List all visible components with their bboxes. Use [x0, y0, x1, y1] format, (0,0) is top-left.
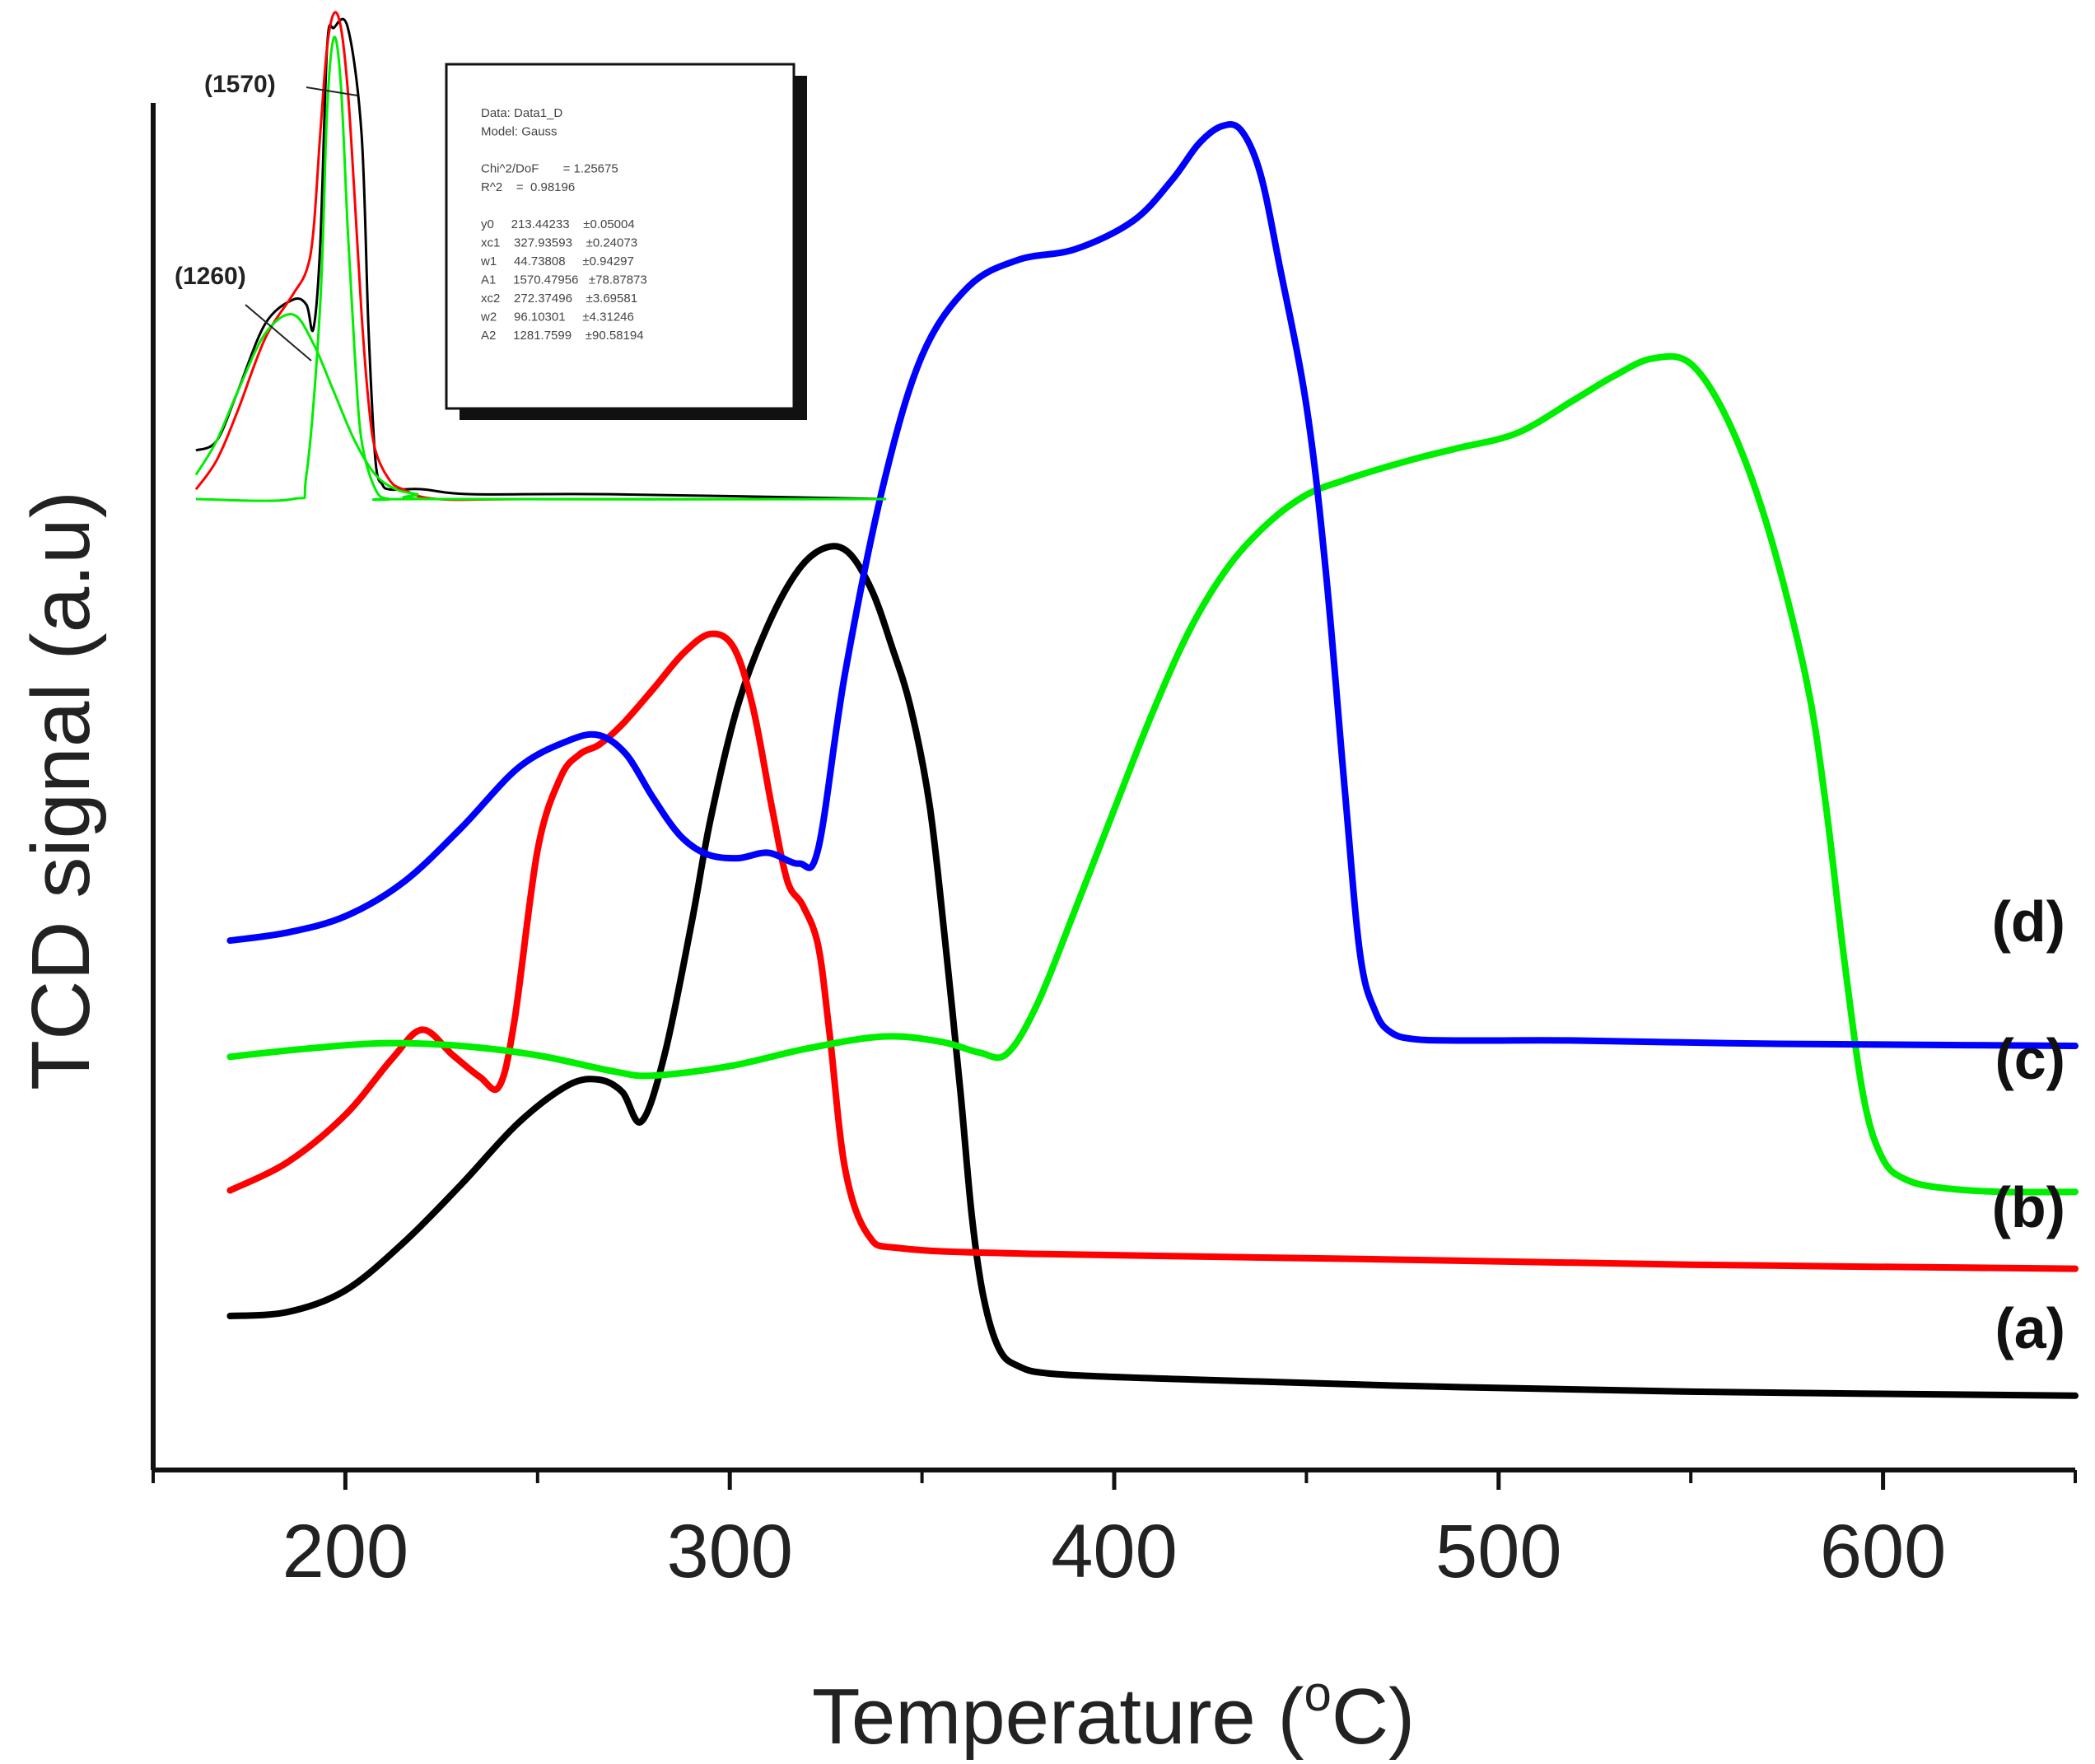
inset-plot: (1570) (1260) Data: Data1_D Model: Gauss C…: [175, 11, 887, 502]
inset-curves: [194, 11, 887, 502]
fit-report-line: w1 44.73808 ±0.94297: [480, 254, 634, 268]
fit-report-line: y0 213.44233 ±0.05004: [481, 217, 635, 231]
inset-annotation-1260-pointer: [245, 304, 312, 362]
series-label-d: (d): [1992, 889, 2065, 954]
series-label-b: (b): [1992, 1175, 2065, 1239]
inset-curve-experimental: [195, 17, 887, 501]
series-line-a: [226, 543, 2079, 1399]
y-axis-title: TCD signal (a.u): [15, 491, 107, 1090]
x-axis-tick-labels: 200 300 400 500 600: [282, 1510, 1947, 1594]
series-label-a: (a): [1995, 1296, 2065, 1360]
inset-annotation-1570-pointer: [306, 86, 358, 96]
fit-report-line: Data: Data1_D: [481, 106, 562, 120]
fit-report-line: Model: Gauss: [481, 125, 558, 139]
x-tick-label-500: 500: [1435, 1510, 1562, 1594]
fit-report-line: xc2 272.37496 ±3.69581: [481, 292, 637, 306]
x-tick-label-200: 200: [282, 1510, 409, 1594]
series-line-d: [226, 121, 2079, 1049]
inset-annotation-1570: (1570): [204, 71, 276, 98]
series-line-c: [226, 352, 2079, 1196]
inset-annotation-1260: (1260): [175, 263, 246, 290]
inset-curve-peak-1570: [195, 35, 886, 502]
x-tick-label-300: 300: [666, 1510, 793, 1594]
fit-report-line: w2 96.10301 ±4.31246: [480, 310, 634, 324]
x-axis-title: Temperature (oC): [812, 1666, 1415, 1761]
x-axis-ticks: [152, 1470, 2077, 1490]
series-label-c: (c): [1995, 1027, 2065, 1091]
fit-report-line: xc1 327.93593 ±0.24073: [481, 236, 637, 250]
fit-report-text: Data: Data1_D Model: Gauss Chi^2/DoF = 1.2…: [480, 106, 647, 343]
fit-report-line: A2 1281.7599 ±90.58194: [481, 329, 644, 343]
fit-report-line: A1 1570.47956 ±78.87873: [481, 273, 647, 287]
series-lines: [226, 121, 2079, 1399]
x-tick-label-600: 600: [1820, 1510, 1947, 1594]
fit-report-box: [445, 63, 796, 410]
x-tick-label-400: 400: [1051, 1510, 1178, 1594]
fit-report-line: R^2 = 0.98196: [481, 180, 575, 194]
series-line-b: [226, 630, 2079, 1272]
fit-report-line: Chi^2/DoF = 1.25675: [481, 162, 618, 176]
